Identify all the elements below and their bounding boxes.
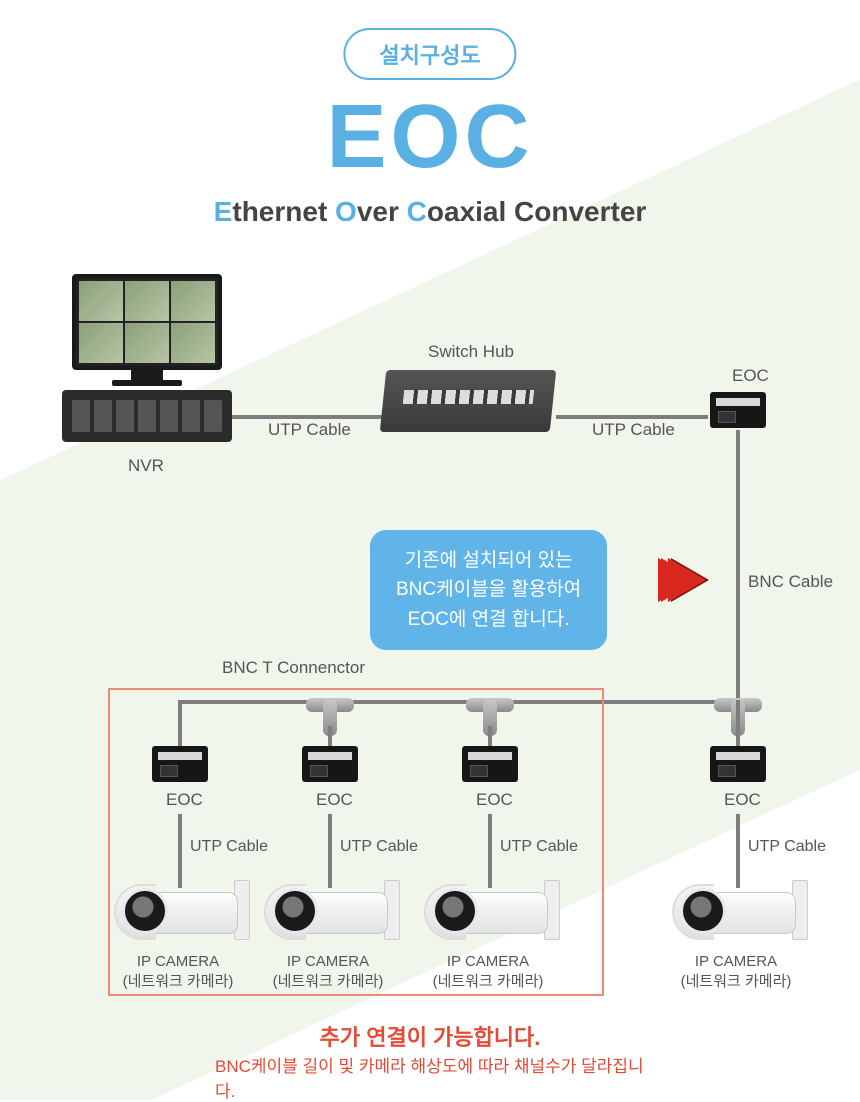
utp-label: UTP Cable xyxy=(500,838,578,856)
camera-label-en: IP CAMERA xyxy=(108,952,248,972)
camera-icon xyxy=(258,880,398,948)
camera-label-en: IP CAMERA xyxy=(418,952,558,972)
eoc-top-label: EOC xyxy=(732,366,769,386)
camera-label-ko: (네트워크 카메라) xyxy=(258,972,398,992)
callout-line-1: 기존에 설치되어 있는 xyxy=(396,546,581,575)
wire-bnc-vertical xyxy=(736,430,740,700)
camera-label-ko: (네트워크 카메라) xyxy=(666,972,806,992)
wire-nvr-switch xyxy=(232,415,384,419)
wire-eoc-cam xyxy=(178,814,182,888)
callout-line-2: BNC케이블을 활용하여 xyxy=(396,575,581,604)
wire-drop xyxy=(178,700,182,746)
subtitle-c: C xyxy=(407,196,427,227)
switch-label: Switch Hub xyxy=(428,342,514,362)
footer-line-1: 추가 연결이 가능합니다. xyxy=(320,1020,541,1052)
nvr-monitor-icon xyxy=(72,274,222,370)
page-title: EOC xyxy=(326,86,533,189)
eoc-label: EOC xyxy=(316,790,353,810)
wire-eoc-cam xyxy=(328,814,332,888)
eoc-top-icon xyxy=(710,392,766,428)
utp-label-2: UTP Cable xyxy=(592,420,675,440)
utp-label: UTP Cable xyxy=(190,838,268,856)
wire-eoc-cam xyxy=(736,814,740,888)
eoc-label: EOC xyxy=(476,790,513,810)
callout-line-3: EOC에 연결 합니다. xyxy=(396,605,581,634)
switch-hub-icon xyxy=(380,370,557,432)
camera-label-en: IP CAMERA xyxy=(666,952,806,972)
subtitle-t2: ver xyxy=(357,196,407,227)
wire-eoc-cam xyxy=(488,814,492,888)
eoc-icon xyxy=(302,746,358,782)
camera-label: IP CAMERA (네트워크 카메라) xyxy=(666,952,806,993)
nvr-rack-icon xyxy=(62,390,232,442)
wire-drop xyxy=(736,700,740,746)
camera-icon xyxy=(108,880,248,948)
subtitle-t3: oaxial Converter xyxy=(427,196,646,227)
wire-drop xyxy=(328,726,332,746)
utp-label-1: UTP Cable xyxy=(268,420,351,440)
camera-label-ko: (네트워크 카메라) xyxy=(108,972,248,992)
nvr-device xyxy=(62,274,232,442)
bnc-t-label: BNC T Connenctor xyxy=(222,658,365,678)
wire-drop xyxy=(488,726,492,746)
eoc-icon xyxy=(462,746,518,782)
nvr-label: NVR xyxy=(128,456,164,476)
page-subtitle: Ethernet Over Coaxial Converter xyxy=(214,196,647,228)
camera-label: IP CAMERA (네트워크 카메라) xyxy=(418,952,558,993)
camera-icon xyxy=(418,880,558,948)
subtitle-o: O xyxy=(335,196,357,227)
utp-label: UTP Cable xyxy=(748,838,826,856)
subtitle-e: E xyxy=(214,196,233,227)
camera-label: IP CAMERA (네트워크 카메라) xyxy=(108,952,248,993)
utp-label: UTP Cable xyxy=(340,838,418,856)
eoc-icon xyxy=(710,746,766,782)
bnc-label: BNC Cable xyxy=(748,572,833,592)
camera-icon xyxy=(666,880,806,948)
wire-switch-eoc xyxy=(556,415,708,419)
callout-bubble: 기존에 설치되어 있는 BNC케이블을 활용하여 EOC에 연결 합니다. xyxy=(370,530,607,650)
camera-label-ko: (네트워크 카메라) xyxy=(418,972,558,992)
arrow-icon xyxy=(668,558,706,602)
eoc-label: EOC xyxy=(724,790,761,810)
footer-line-2: BNC케이블 길이 및 카메라 해상도에 따라 채널수가 달라집니다. xyxy=(215,1052,645,1102)
camera-label-en: IP CAMERA xyxy=(258,952,398,972)
subtitle-t1: thernet xyxy=(232,196,335,227)
header-pill: 설치구성도 xyxy=(343,28,516,80)
eoc-icon xyxy=(152,746,208,782)
eoc-label: EOC xyxy=(166,790,203,810)
camera-label: IP CAMERA (네트워크 카메라) xyxy=(258,952,398,993)
